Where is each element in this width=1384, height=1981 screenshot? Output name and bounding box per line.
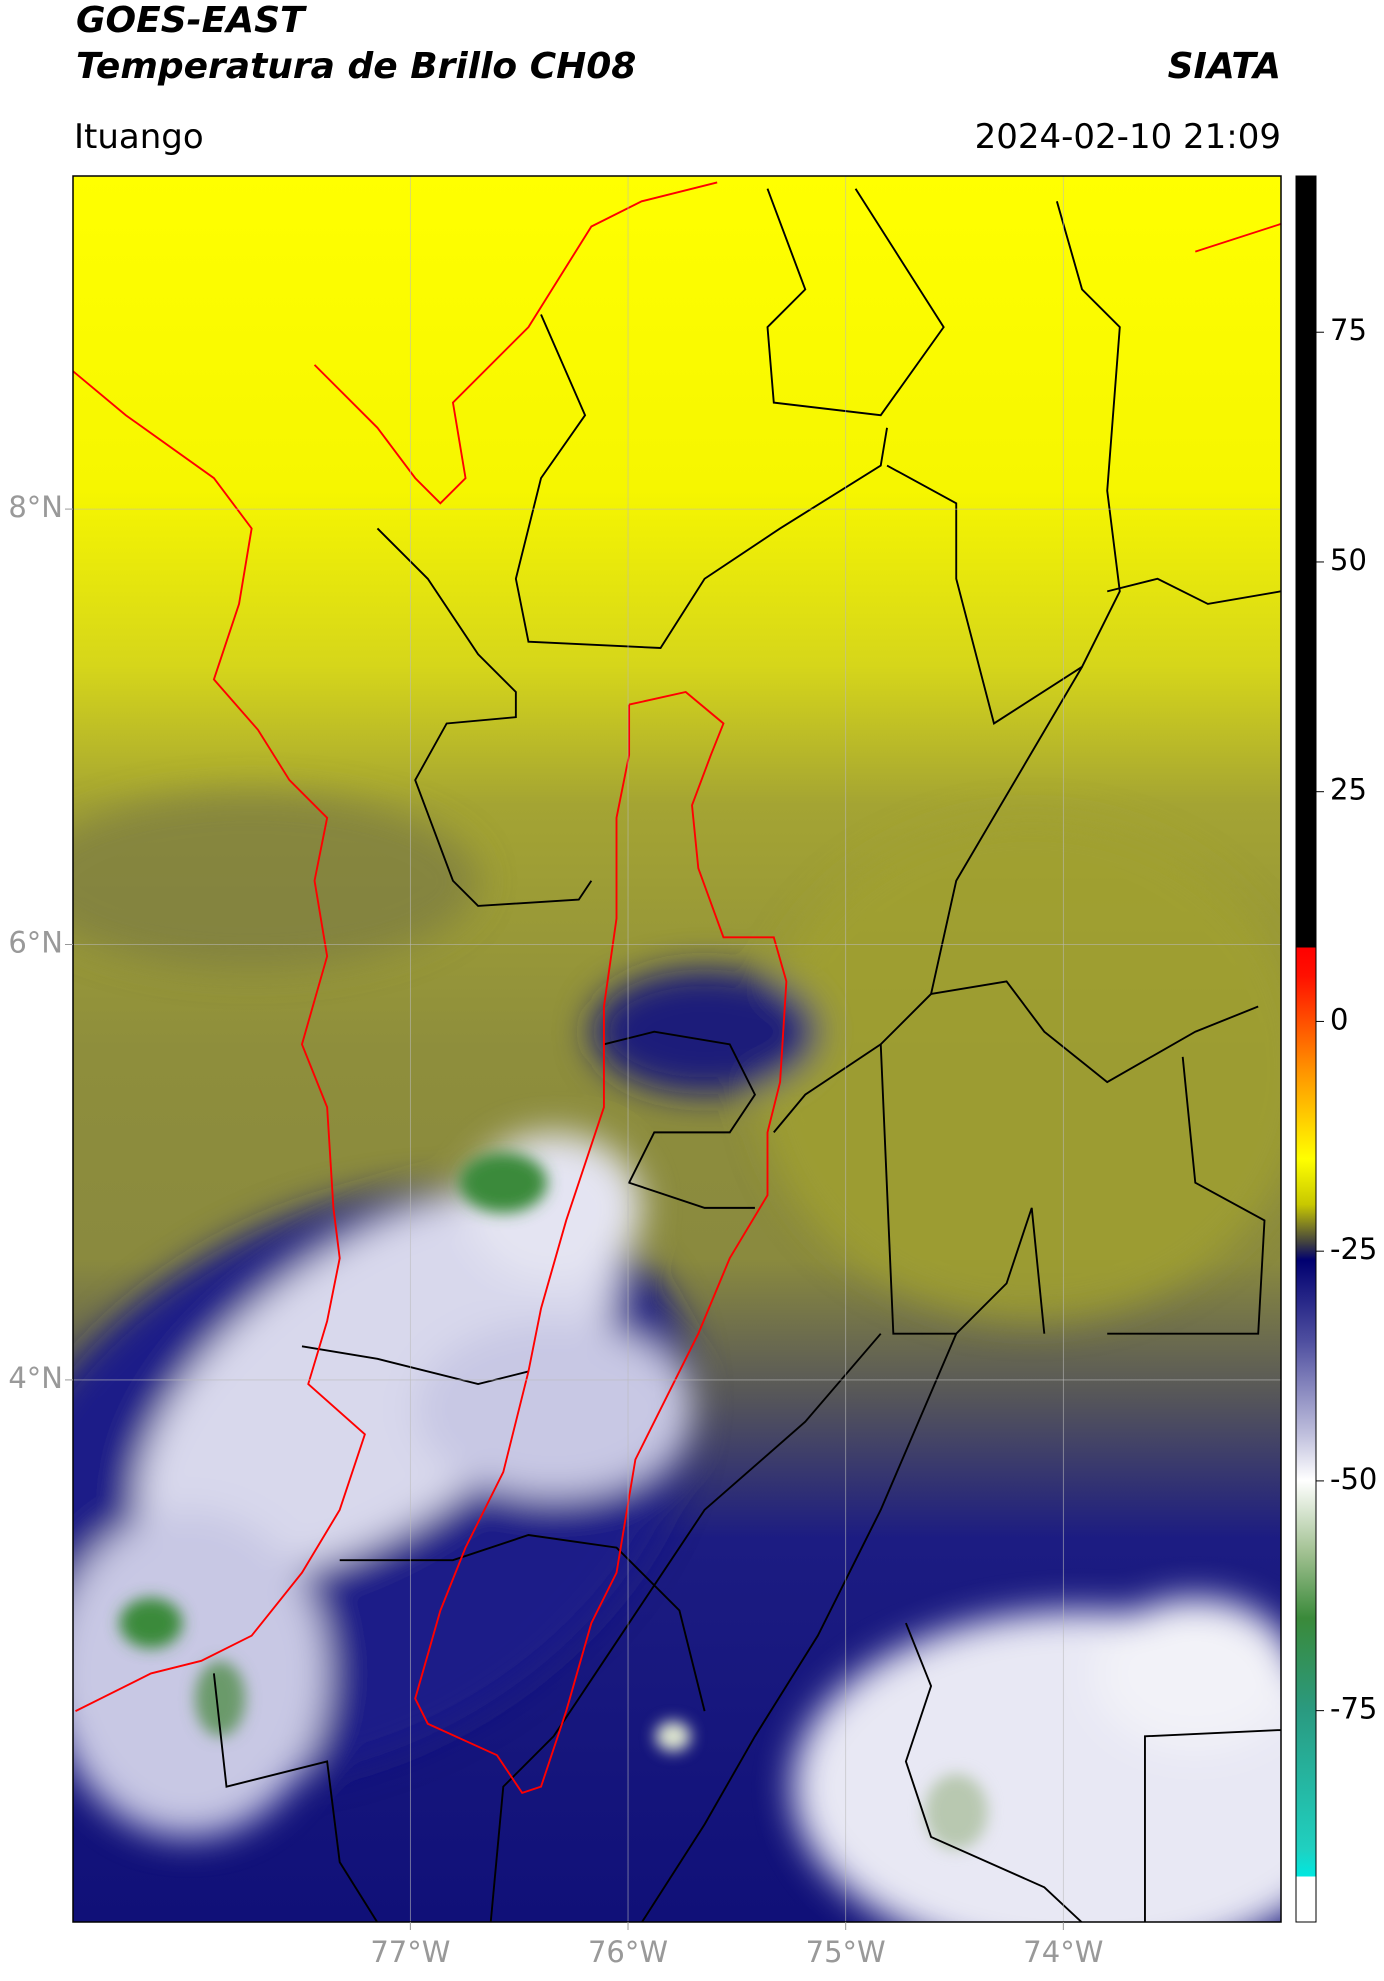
colorbar-tick-label: -75 xyxy=(1330,1692,1377,1726)
location: Ituango xyxy=(74,117,204,157)
colorbar-tick-label: 0 xyxy=(1330,1002,1348,1036)
colorbar-tick-label: -25 xyxy=(1330,1232,1377,1266)
y-tick-label: 6°N xyxy=(8,926,63,960)
x-tick-label: 75°W xyxy=(806,1935,886,1969)
grid xyxy=(73,176,1281,1922)
x-tick-label: 74°W xyxy=(1023,1935,1103,1969)
brand: SIATA xyxy=(1168,46,1281,87)
y-tick-label: 4°N xyxy=(8,1361,63,1395)
map-frame xyxy=(72,175,1282,1923)
colorbar-tick-label: -50 xyxy=(1330,1462,1377,1496)
title: GOES-EAST xyxy=(76,0,307,41)
colorbar-tick-label: 25 xyxy=(1330,773,1367,807)
colorbar-tick-label: 75 xyxy=(1330,313,1367,347)
x-tick-label: 77°W xyxy=(370,1935,450,1969)
colorbar-tick-label: 50 xyxy=(1330,543,1367,577)
y-tick-label: 8°N xyxy=(8,490,63,524)
map-imagery xyxy=(73,176,1281,1922)
colorbar xyxy=(1295,175,1317,1923)
datetime: 2024-02-10 21:09 xyxy=(975,117,1281,157)
subtitle: Temperatura de Brillo CH08 xyxy=(76,46,636,87)
x-tick-label: 76°W xyxy=(588,1935,668,1969)
